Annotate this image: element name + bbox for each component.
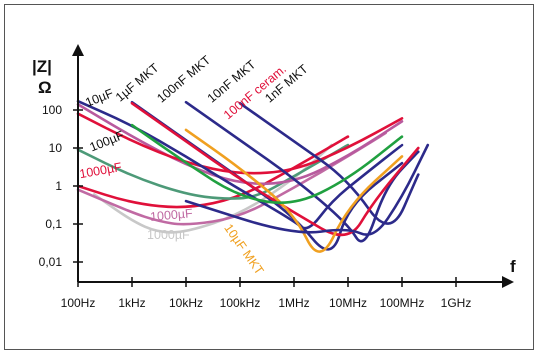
y-tick-label: 1 (55, 179, 62, 193)
curve-label-3: 100nF MKT (154, 53, 213, 106)
y-tick-label: 100 (42, 103, 62, 117)
curve-label-1: 10µF (83, 86, 115, 110)
series-line-12 (184, 128, 404, 253)
x-tick-label: 1MHz (278, 296, 309, 310)
series-line-6 (76, 112, 404, 175)
y-axis-unit: Ω (38, 78, 52, 97)
x-tick-label: 100Hz (61, 296, 96, 310)
series-line-5 (76, 103, 404, 186)
series-line-3 (76, 135, 350, 209)
y-tick-label: 0,01 (39, 255, 63, 269)
curve-label-11: 10µF MKT (221, 221, 266, 277)
curve-label-2: 1µF MKT (113, 60, 162, 104)
x-tick-label: 1GHz (441, 296, 472, 310)
curve-label-9: 1000µF (150, 206, 194, 224)
curve-label-7: 100µF (88, 128, 127, 154)
x-tick-label: 100MHz (380, 296, 425, 310)
x-tick-label: 100kHz (220, 296, 261, 310)
x-tick-label: 1kHz (118, 296, 145, 310)
y-tick-label: 0,1 (45, 217, 62, 231)
y-axis-label: |Z| (32, 57, 52, 76)
x-tick-label: 10kHz (169, 296, 203, 310)
curve-label-10: 1000µF (147, 228, 190, 242)
series-line-13 (130, 123, 404, 205)
series-line-4 (76, 143, 350, 200)
chart-frame (4, 4, 534, 350)
series-line-14 (184, 143, 430, 236)
x-axis-label: f (510, 257, 516, 276)
curve-label-8: 1000µF (78, 160, 123, 181)
series-line-2 (76, 131, 388, 226)
y-tick-label: 10 (49, 141, 63, 155)
x-tick-label: 10MHz (329, 296, 367, 310)
